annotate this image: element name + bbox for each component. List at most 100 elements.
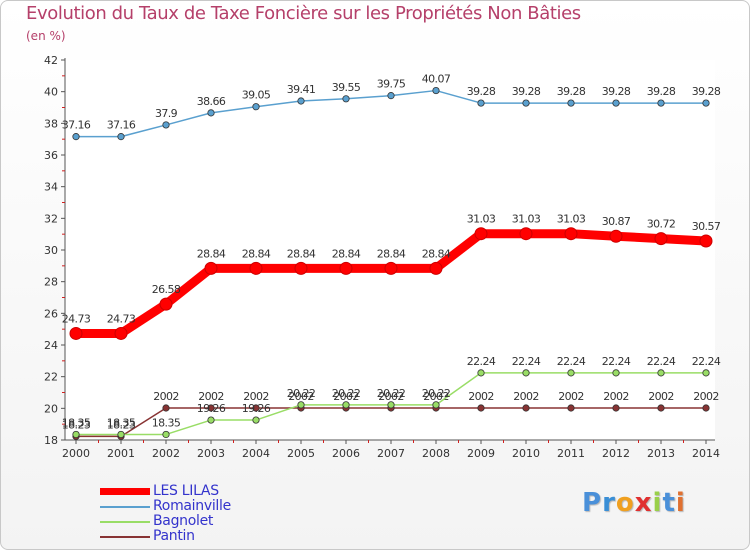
- data-point: [612, 404, 620, 412]
- data-point: [522, 369, 530, 377]
- data-point: [384, 261, 398, 275]
- data-label: 18.35: [107, 416, 136, 429]
- series-bagnolet: 18.35 18.35 18.35 19.26 19.26 20.22 20.22 20.22…: [62, 355, 721, 439]
- data-label: 37.16: [62, 119, 91, 132]
- data-label: 19.26: [242, 402, 271, 415]
- x-tick-label: 2010: [512, 447, 540, 460]
- data-point: [297, 401, 305, 409]
- data-label: 31.03: [467, 213, 496, 226]
- data-point: [477, 404, 485, 412]
- data-point: [162, 121, 170, 129]
- data-point: [72, 133, 80, 141]
- data-label: 18.23: [107, 418, 136, 431]
- data-point: [609, 229, 623, 243]
- data-label: 22.24: [692, 355, 721, 368]
- x-tick-label: 2003: [197, 447, 225, 460]
- x-tick-label: 2014: [692, 447, 720, 460]
- data-point: [567, 369, 575, 377]
- series-les-lilas: 24.73 24.73 26.58 28.84 28.84 28.84 28.84 28.84…: [62, 213, 721, 340]
- data-label: 39.28: [512, 85, 541, 98]
- data-point: [252, 103, 260, 111]
- y-tick-label: 34: [44, 181, 58, 194]
- data-label: 2002: [378, 390, 404, 403]
- data-label: 30.87: [602, 215, 631, 228]
- data-label: 20.22: [422, 387, 451, 400]
- data-label: 31.03: [512, 213, 541, 226]
- data-label: 20.22: [287, 387, 316, 400]
- x-tick-label: 2007: [377, 447, 405, 460]
- data-label: 24.73: [107, 312, 136, 325]
- data-point: [522, 99, 530, 107]
- legend-swatch: [100, 536, 150, 538]
- data-label: 20.22: [377, 387, 406, 400]
- y-tick-label: 20: [44, 402, 58, 415]
- series-romainville: 37.16 37.16 37.9 38.66 39.05 39.41 39.55 39.75 4…: [62, 73, 721, 141]
- data-point: [342, 95, 350, 103]
- data-point: [159, 297, 173, 311]
- data-label: 37.9: [155, 107, 178, 120]
- data-label: 28.84: [377, 247, 406, 260]
- data-point: [429, 261, 443, 275]
- data-label: 2002: [468, 390, 494, 403]
- x-tick-label: 2005: [287, 447, 315, 460]
- data-point: [702, 369, 710, 377]
- data-label: 2002: [333, 390, 359, 403]
- data-label: 22.24: [602, 355, 631, 368]
- data-label: 22.24: [557, 355, 586, 368]
- data-point: [657, 404, 665, 412]
- data-point: [477, 369, 485, 377]
- data-label: 18.35: [152, 416, 181, 429]
- legend-swatch: [100, 521, 150, 523]
- data-label: 39.41: [287, 83, 316, 96]
- data-label: 20.22: [332, 387, 361, 400]
- data-point: [612, 369, 620, 377]
- data-label: 28.84: [242, 247, 271, 260]
- data-label: 39.05: [242, 89, 271, 102]
- y-tick-label: 24: [44, 339, 58, 352]
- data-label: 37.16: [107, 119, 136, 132]
- x-tick-label: 2004: [242, 447, 270, 460]
- y-tick-label: 38: [44, 117, 58, 130]
- data-point: [612, 99, 620, 107]
- data-label: 30.72: [647, 218, 676, 231]
- y-tick-label: 40: [44, 86, 58, 99]
- logo-letter: i: [675, 488, 686, 518]
- x-tick-label: 2009: [467, 447, 495, 460]
- data-point: [252, 416, 260, 424]
- x-tick-label: 2013: [647, 447, 675, 460]
- data-label: 26.58: [152, 283, 181, 296]
- logo-letter: i: [652, 488, 663, 518]
- data-point: [387, 401, 395, 409]
- data-label: 39.75: [377, 78, 406, 91]
- data-point: [567, 404, 575, 412]
- logo-letter: r: [602, 488, 616, 518]
- logo-letter: o: [615, 488, 635, 518]
- data-point: [564, 227, 578, 241]
- data-label: 30.57: [692, 220, 721, 233]
- y-tick-label: 26: [44, 307, 58, 320]
- data-label: 40.07: [422, 73, 451, 86]
- data-point: [294, 261, 308, 275]
- data-point: [474, 227, 488, 241]
- x-tick-label: 2000: [62, 447, 90, 460]
- unit-label: (en %): [26, 29, 66, 43]
- proxiti-logo: Proxiti: [582, 488, 686, 518]
- y-tick-label: 42: [44, 54, 58, 67]
- data-point: [249, 261, 263, 275]
- y-tick-label: 18: [44, 434, 58, 447]
- data-label: 38.66: [197, 95, 226, 108]
- data-point: [72, 430, 80, 439]
- data-point: [252, 404, 260, 412]
- y-tick-label: 30: [44, 244, 58, 257]
- data-label: 2002: [558, 390, 584, 403]
- data-label: 31.03: [557, 213, 586, 226]
- data-point: [567, 99, 575, 107]
- data-label: 39.28: [602, 85, 631, 98]
- legend-label: Romainville: [153, 498, 231, 514]
- data-label: 28.84: [197, 247, 226, 260]
- data-point: [699, 234, 713, 248]
- data-point: [702, 404, 710, 412]
- chart-title: Evolution du Taux de Taxe Foncière sur l…: [26, 3, 581, 24]
- data-point: [114, 326, 128, 340]
- data-point: [342, 401, 350, 409]
